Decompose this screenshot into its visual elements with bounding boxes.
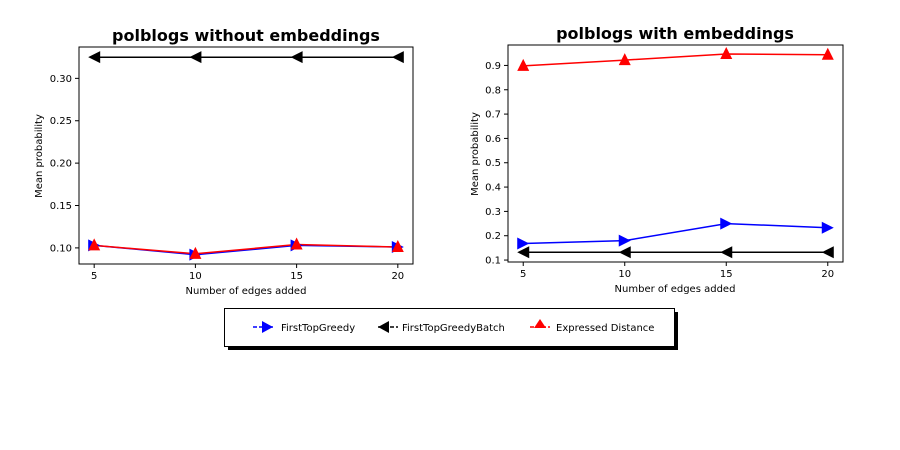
- series-markers: [517, 47, 834, 259]
- x-tick-label: 5: [91, 271, 97, 282]
- y-tick-label: 0.1: [485, 256, 501, 267]
- data-point-firsttopgreedybatch: [720, 246, 733, 259]
- data-point-firsttopgreedybatch: [189, 51, 202, 64]
- data-point-expressed-distance: [720, 47, 733, 60]
- y-tick-label: 0.2: [485, 231, 501, 242]
- data-point-expressed-distance: [391, 240, 404, 253]
- y-tick-label: 0.6: [485, 134, 501, 145]
- data-point-firsttopgreedybatch: [618, 246, 631, 259]
- plot-frame: [78, 46, 414, 265]
- series-lines: [94, 56, 398, 256]
- plot-frame: [507, 44, 844, 263]
- series-markers: [88, 51, 404, 261]
- y-tick-label: 0.9: [485, 61, 501, 72]
- series-line-expressed-distance: [523, 53, 828, 67]
- x-tick-label: 15: [290, 271, 303, 282]
- data-point-expressed-distance: [189, 246, 202, 259]
- series-line-firsttopgreedy: [94, 244, 398, 256]
- legend: FirstTopGreedy FirstTopGreedyBatch Expre…: [224, 308, 678, 350]
- chart-title: polblogs without embeddings: [112, 26, 380, 45]
- y-tick-label: 0.4: [485, 183, 501, 194]
- x-tick-label: 5: [520, 269, 526, 280]
- y-tick-label: 0.3: [485, 207, 501, 218]
- series-line-expressed-distance: [94, 243, 398, 255]
- legend-box: [224, 308, 675, 347]
- y-tick-label: 0.10: [50, 243, 72, 254]
- y-axis-label: Mean probability: [34, 114, 45, 198]
- x-tick-label: 20: [821, 269, 834, 280]
- x-axis-label: Number of edges added: [186, 286, 307, 297]
- legend-entry-first-top-greedy: FirstTopGreedy: [253, 321, 355, 334]
- chart-panel-without-embeddings: polblogs without embeddings Number of ed…: [34, 26, 414, 297]
- data-point-expressed-distance: [618, 53, 631, 66]
- y-tick-label: 0.5: [485, 158, 501, 169]
- chart-panel-with-embeddings: polblogs with embeddings Number of edges…: [470, 24, 844, 295]
- legend-entry-expressed-distance: Expressed Distance: [530, 319, 654, 334]
- data-point-expressed-distance: [821, 47, 834, 60]
- y-tick-label: 0.7: [485, 110, 501, 121]
- series-line-firsttopgreedy: [523, 222, 828, 245]
- legend-label: FirstTopGreedyBatch: [402, 323, 505, 334]
- data-point-firsttopgreedybatch: [517, 246, 530, 259]
- legend-label: Expressed Distance: [556, 323, 654, 334]
- y-tick-label: 0.20: [50, 159, 72, 170]
- tick-layer: 5 10 15 20 0.10 0.15 0.20 0.25 0.30: [50, 74, 404, 282]
- data-point-firsttopgreedy: [720, 217, 733, 230]
- x-tick-label: 10: [189, 271, 202, 282]
- y-tick-label: 0.15: [50, 201, 72, 212]
- triangle-left-icon: [378, 321, 389, 333]
- data-point-firsttopgreedybatch: [88, 51, 101, 64]
- tick-layer: 5 10 15 20 0.1 0.2 0.3 0.4 0.5 0.6 0.7 0.8 0.9: [485, 61, 834, 280]
- x-tick-label: 20: [391, 271, 404, 282]
- data-point-firsttopgreedybatch: [821, 246, 834, 259]
- data-point-expressed-distance: [88, 238, 101, 251]
- x-tick-label: 10: [618, 269, 631, 280]
- legend-entry-first-top-greedy-batch: FirstTopGreedyBatch: [378, 321, 505, 334]
- data-point-firsttopgreedybatch: [391, 51, 404, 64]
- y-tick-label: 0.8: [485, 85, 501, 96]
- data-point-firsttopgreedy: [821, 221, 834, 234]
- data-point-expressed-distance: [517, 58, 530, 71]
- x-axis-label: Number of edges added: [615, 284, 736, 295]
- chart-title: polblogs with embeddings: [556, 24, 794, 43]
- y-axis-label: Mean probability: [470, 112, 481, 196]
- data-point-firsttopgreedy: [618, 234, 631, 247]
- y-tick-label: 0.25: [50, 116, 72, 127]
- y-tick-label: 0.30: [50, 74, 72, 85]
- triangle-up-icon: [534, 319, 546, 328]
- triangle-right-icon: [262, 321, 273, 333]
- x-tick-label: 15: [720, 269, 733, 280]
- data-point-firsttopgreedybatch: [290, 51, 303, 64]
- legend-label: FirstTopGreedy: [281, 323, 355, 334]
- series-lines: [523, 53, 828, 254]
- data-point-expressed-distance: [290, 237, 303, 250]
- data-point-firsttopgreedy: [517, 237, 530, 250]
